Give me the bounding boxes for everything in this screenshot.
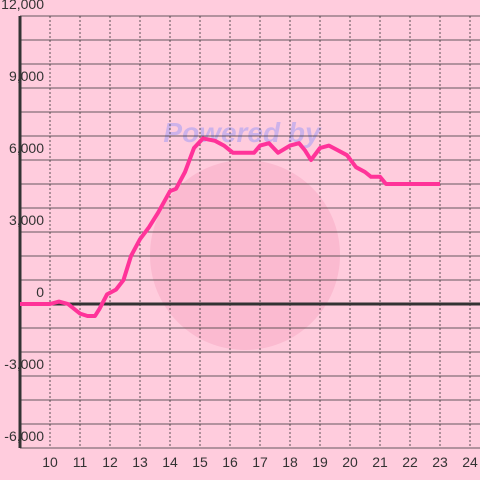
x-tick-label: 17 <box>252 454 268 470</box>
x-tick-label: 21 <box>372 454 388 470</box>
x-tick-label: 10 <box>42 454 58 470</box>
x-tick-label: 22 <box>402 454 418 470</box>
x-tick-label: 11 <box>73 454 88 470</box>
x-tick-label: 23 <box>432 454 448 470</box>
y-tick-label: -3,000 <box>4 356 44 372</box>
y-tick-label: 0 <box>36 284 44 300</box>
x-tick-label: 15 <box>192 454 208 470</box>
x-tick-label: 14 <box>162 454 178 470</box>
x-tick-label: 19 <box>312 454 328 470</box>
y-tick-label: 12,000 <box>1 0 44 12</box>
x-tick-label: 13 <box>132 454 148 470</box>
y-tick-label: 9,000 <box>9 68 44 84</box>
y-tick-label: -6,000 <box>4 428 44 444</box>
data-line <box>20 136 440 318</box>
x-tick-label: 18 <box>282 454 298 470</box>
y-tick-label: 6,000 <box>9 140 44 156</box>
y-tick-label: 3,000 <box>9 212 44 228</box>
x-tick-label: 24 <box>462 454 478 470</box>
x-tick-label: 16 <box>222 454 238 470</box>
x-tick-label: 20 <box>342 454 358 470</box>
x-tick-label: 12 <box>102 454 118 470</box>
watermark-image <box>150 160 340 350</box>
